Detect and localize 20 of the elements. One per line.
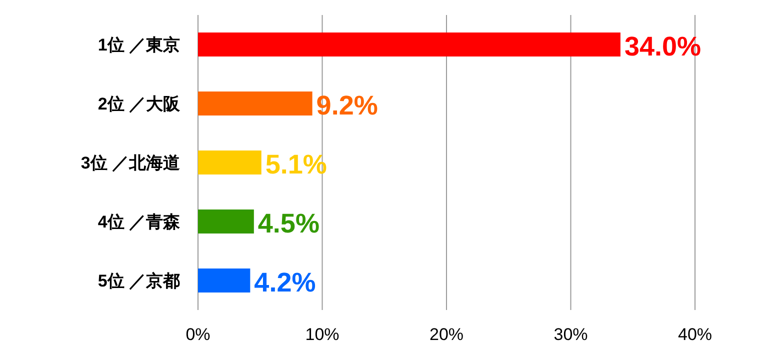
- y-tick-label: 1位 ／東京: [98, 36, 180, 54]
- bar: [198, 210, 254, 234]
- x-tick-label: 40%: [678, 325, 712, 344]
- y-tick-label: 2位 ／大阪: [98, 94, 181, 114]
- x-tick-label: 10%: [305, 325, 340, 344]
- data-label: 5.1%: [265, 150, 327, 180]
- data-label: 4.5%: [258, 208, 320, 238]
- x-tick-label: 0%: [186, 325, 210, 344]
- data-label: 4.2%: [254, 268, 316, 298]
- x-tick-label: 20%: [429, 325, 464, 344]
- bar: [198, 92, 312, 116]
- bar: [198, 32, 620, 56]
- y-tick-label: 4位 ／青森: [98, 212, 181, 232]
- bar: [198, 268, 250, 292]
- data-label: 34.0%: [624, 32, 702, 62]
- data-label: 9.2%: [316, 90, 378, 120]
- x-tick-label: 30%: [554, 325, 588, 344]
- y-tick-label: 3位 ／北海道: [80, 154, 180, 172]
- bar: [198, 150, 262, 174]
- y-tick-label: 5位 ／京都: [98, 272, 180, 290]
